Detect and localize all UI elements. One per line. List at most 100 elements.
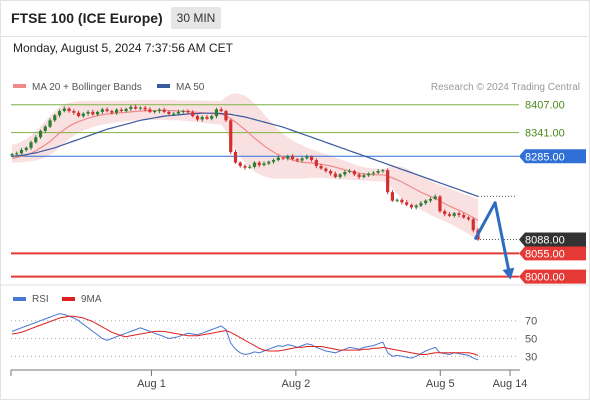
candle-body: [110, 111, 114, 113]
candle-body: [343, 171, 347, 175]
level-label-1: 8341.00: [525, 128, 565, 140]
candle-body: [400, 199, 404, 203]
candle-body: [186, 111, 190, 113]
candle-body: [91, 111, 95, 115]
ma50-line: [11, 112, 479, 197]
level-label-3: 8055.00: [525, 248, 565, 260]
candle-body: [271, 160, 276, 162]
candle-body: [162, 109, 166, 112]
rsi-legend-swatch-0: [13, 297, 26, 301]
candle-body: [200, 116, 204, 120]
level-tag-3: [519, 246, 586, 261]
candle-body: [348, 171, 352, 173]
candle-body: [409, 204, 414, 208]
candle-body: [390, 192, 395, 201]
candle-body: [333, 173, 337, 177]
candle-body: [119, 109, 123, 112]
candle-body: [176, 111, 181, 114]
projection-arrow: [473, 201, 512, 277]
candle-body: [433, 196, 437, 199]
candle-body: [153, 111, 157, 113]
candle-body: [414, 205, 418, 208]
candles: [10, 104, 480, 241]
rsi-line: [11, 313, 479, 361]
candle-body: [214, 109, 219, 117]
candle-body: [57, 111, 62, 116]
last-price-tag: [519, 232, 586, 247]
candle-body: [471, 219, 475, 231]
candle-body: [43, 126, 47, 131]
x-tick-label-2: Aug 5: [426, 378, 455, 390]
candle-body: [276, 157, 280, 161]
rsi-level-label-1: 50: [525, 334, 537, 346]
candle-body: [457, 213, 461, 215]
candle-body: [19, 149, 24, 154]
level-label-4: 8000.00: [525, 272, 565, 284]
candle-body: [371, 172, 375, 174]
candle-body: [443, 211, 447, 215]
projection-arrowhead: [502, 267, 515, 280]
candle-body: [86, 111, 90, 114]
rsi-legend-swatch-1: [62, 297, 75, 301]
candle-body: [309, 156, 314, 161]
candle-body: [262, 163, 266, 166]
instrument-title: FTSE 100 (ICE Europe): [11, 10, 163, 26]
candle-body: [224, 111, 228, 121]
candle-body: [167, 111, 171, 115]
last-price-label: 8088.00: [525, 234, 565, 246]
candle-body: [357, 174, 361, 177]
candle-body: [24, 147, 28, 150]
candle-body: [205, 116, 209, 119]
rsi-level-label-0: 70: [525, 316, 537, 328]
x-tick-label-1: Aug 2: [281, 378, 310, 390]
candle-body: [67, 108, 71, 112]
candle-body: [314, 160, 318, 166]
candle-body: [134, 106, 138, 109]
candle-body: [38, 130, 43, 138]
level-tag-4: [519, 269, 586, 284]
legend-label-0: MA 20 + Bollinger Bands: [32, 82, 142, 93]
rsi-legend-label-0: RSI: [32, 294, 49, 305]
candle-body: [466, 217, 471, 220]
candle-body: [252, 162, 257, 167]
candle-body: [172, 113, 176, 115]
level-tag-2: [519, 149, 586, 164]
candle-body: [362, 175, 366, 177]
candle-body: [143, 107, 147, 110]
level-label-0: 8407.00: [525, 100, 565, 112]
candle-body: [295, 159, 299, 161]
candle-body: [95, 111, 100, 115]
header-bar: FTSE 100 (ICE Europe) 30 MIN: [0, 0, 588, 37]
candle-body: [324, 168, 328, 172]
candle-body: [419, 203, 423, 206]
candle-body: [157, 109, 162, 112]
candle-body: [34, 137, 38, 143]
candle-body: [191, 112, 195, 117]
candle-body: [115, 109, 119, 113]
candle-body: [395, 199, 399, 201]
candle-body: [305, 156, 309, 159]
candle-body: [338, 174, 342, 177]
timeframe-button[interactable]: 30 MIN: [171, 7, 221, 29]
candle-body: [243, 165, 247, 168]
candle-body: [367, 173, 371, 176]
candle-body: [181, 111, 185, 113]
candle-body: [138, 107, 142, 109]
candle-body: [29, 142, 33, 148]
candle-body: [210, 116, 214, 119]
candle-body: [424, 200, 428, 204]
candle-body: [267, 161, 271, 164]
candle-body: [428, 198, 433, 201]
candle-body: [290, 156, 295, 160]
legend-swatch-0: [13, 84, 26, 88]
candle-body: [53, 115, 57, 121]
legend-label-1: MA 50: [176, 82, 205, 93]
candle-body: [238, 162, 242, 166]
candle-body: [352, 171, 356, 175]
candle-body: [62, 108, 66, 112]
watermark: Research © 2024 Trading Central: [431, 82, 580, 93]
candle-body: [72, 111, 76, 113]
candle-body: [405, 202, 409, 205]
candle-body: [100, 109, 104, 112]
